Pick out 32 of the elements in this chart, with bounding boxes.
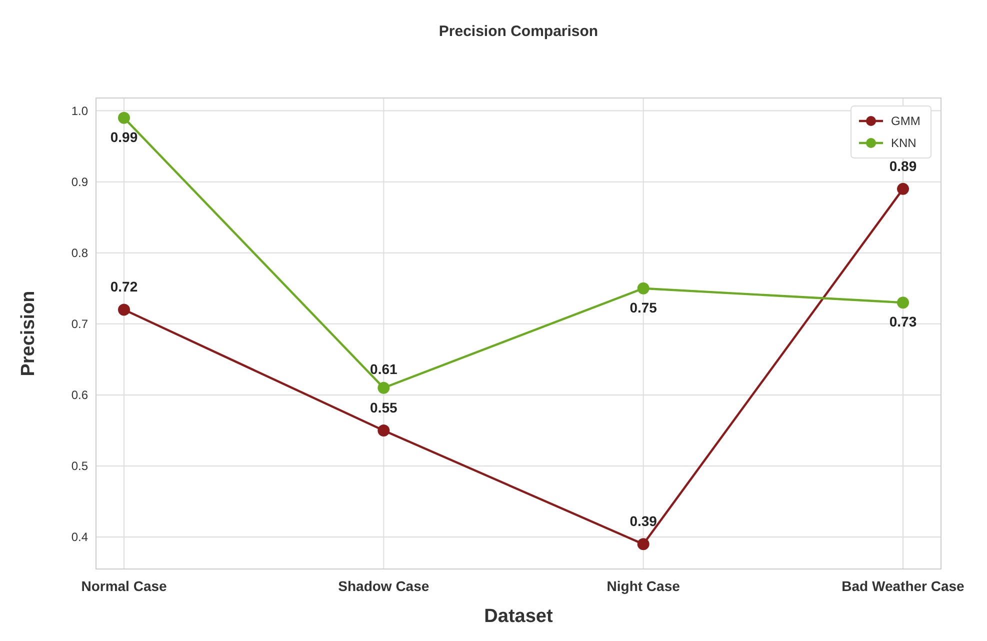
data-label: 0.75 [630,299,658,316]
point [637,538,650,550]
y-axis-title: Precision [18,290,39,376]
legend-label: GMM [891,114,920,128]
y-tick-label: 0.4 [71,530,88,544]
data-label: 0.73 [889,314,917,330]
x-tick-label: Night Case [606,578,680,594]
y-tick-label: 1.0 [71,104,88,118]
data-label: 0.55 [370,399,398,416]
data-label: 0.99 [110,128,138,145]
x-tick-label: Shadow Case [338,578,430,594]
x-tick-label: Normal Case [81,578,168,594]
point [118,112,130,124]
point [897,296,909,309]
point [637,282,650,294]
data-label: 0.39 [630,513,658,530]
point [897,182,909,195]
y-tick-label: 0.8 [71,246,88,260]
x-tick-label: Bad Weather Case [842,578,965,594]
chart-title: Precision Comparison [438,23,598,40]
data-label: 0.89 [889,158,917,174]
data-label: 0.72 [110,278,138,295]
x-axis-title: Dataset [484,606,554,627]
y-tick-label: 0.6 [71,388,88,402]
point [378,424,390,436]
point [378,382,390,394]
y-tick-label: 0.7 [71,317,88,332]
y-tick-label: 0.5 [71,459,88,474]
point [118,304,130,316]
data-label: 0.61 [370,360,398,377]
legend-label: KNN [891,136,916,150]
y-tick-label: 0.9 [71,175,88,190]
